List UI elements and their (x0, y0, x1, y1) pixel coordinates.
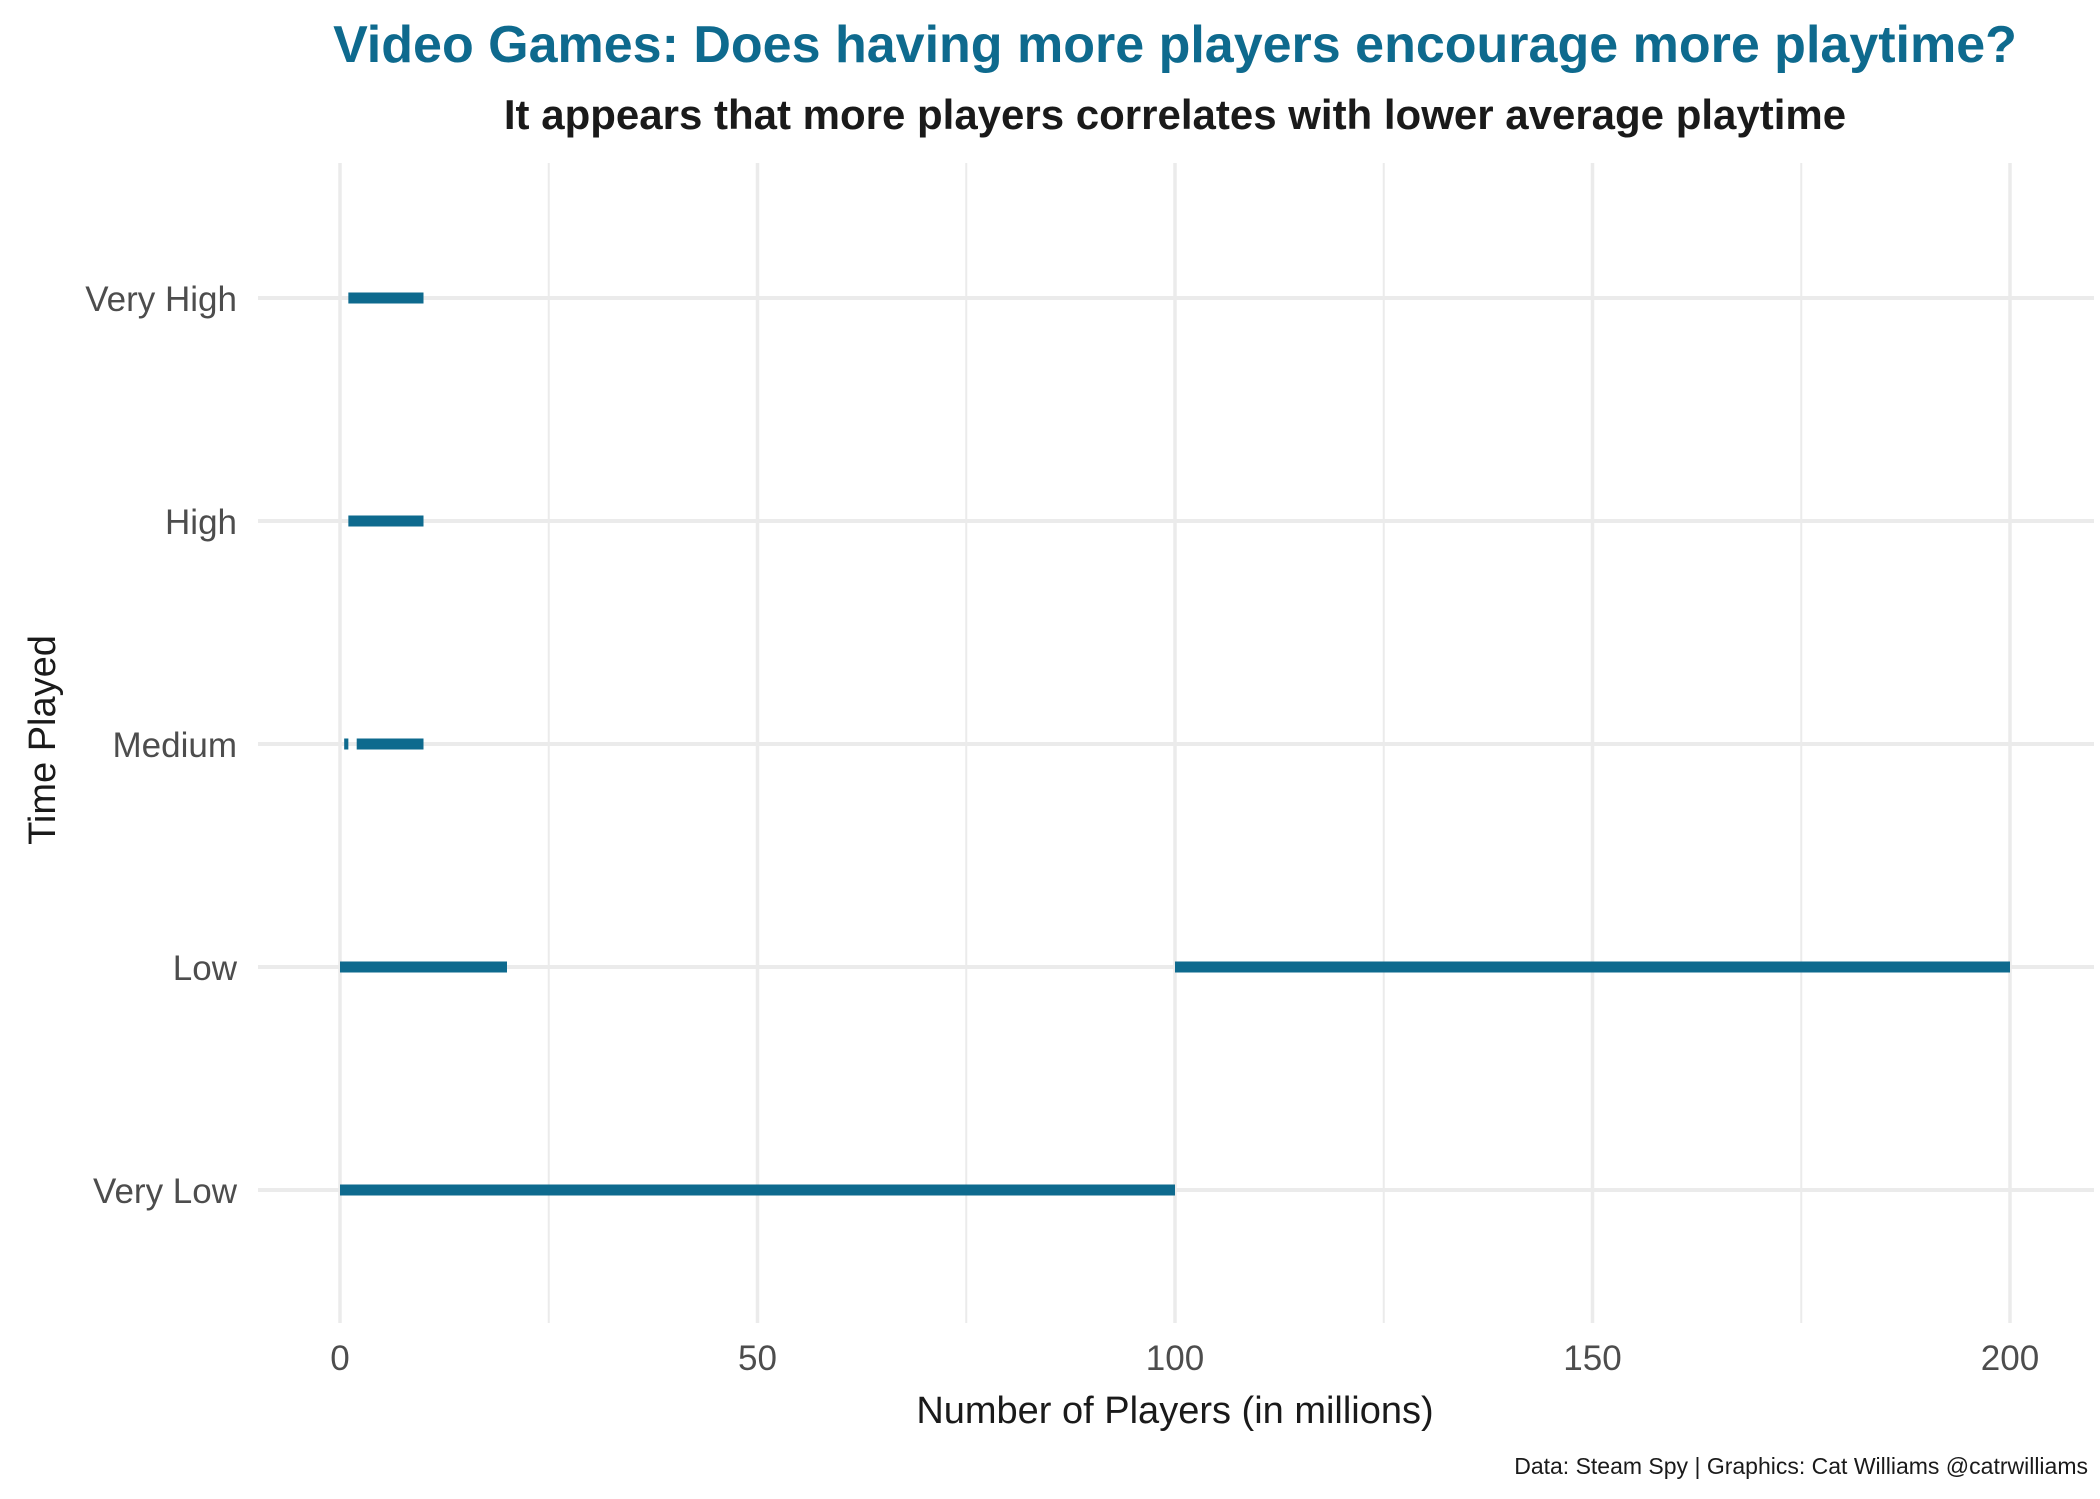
y-axis-title: Time Played (22, 635, 64, 845)
x-tick-label: 150 (1563, 1339, 1621, 1378)
chart-title: Video Games: Does having more players en… (333, 16, 2017, 74)
major-gridlines (258, 163, 2094, 1323)
y-tick-label: Medium (113, 726, 237, 765)
chart-caption: Data: Steam Spy | Graphics: Cat Williams… (1514, 1453, 2088, 1479)
y-tick-label: Very Low (93, 1172, 238, 1211)
x-tick-label: 0 (330, 1339, 349, 1378)
y-axis-tick-labels: Very High High Medium Low Very Low (85, 280, 237, 1211)
y-tick-label: High (165, 503, 237, 542)
x-axis-title: Number of Players (in millions) (916, 1390, 1433, 1432)
data-segments (340, 292, 2010, 1196)
x-axis-tick-labels: 0 50 100 150 200 (330, 1339, 2039, 1378)
x-tick-label: 200 (1981, 1339, 2039, 1378)
chart-subtitle: It appears that more players correlates … (504, 91, 1846, 138)
x-tick-label: 100 (1146, 1339, 1204, 1378)
y-tick-label: Very High (85, 280, 237, 319)
y-tick-label: Low (173, 949, 238, 988)
x-tick-label: 50 (738, 1339, 777, 1378)
